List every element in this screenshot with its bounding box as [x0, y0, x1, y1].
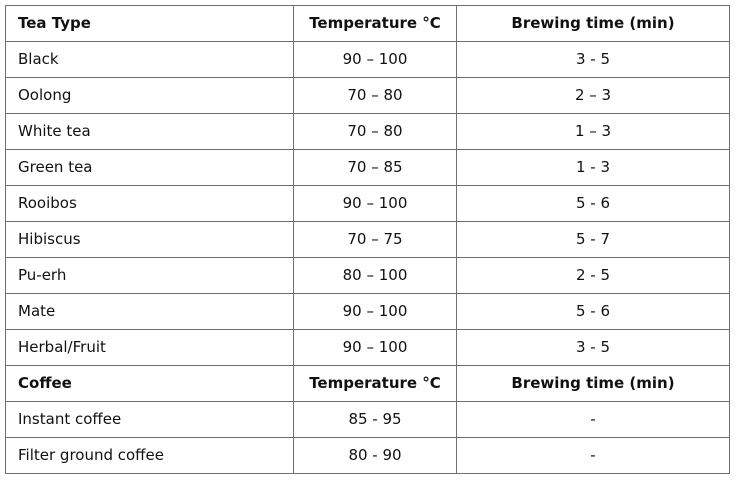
- table-row: Pu-erh 80 – 100 2 - 5: [5, 257, 730, 294]
- coffee-temperature-header: Temperature °C: [293, 365, 457, 402]
- tea-name: Green tea: [5, 149, 294, 186]
- tea-name: Oolong: [5, 77, 294, 114]
- tea-temperature: 90 – 100: [293, 293, 457, 330]
- table-row: Green tea 70 – 85 1 - 3: [5, 149, 730, 186]
- tea-brewing-time: 3 - 5: [456, 41, 730, 78]
- tea-brewing-time: 3 - 5: [456, 329, 730, 366]
- table-row: Filter ground coffee 80 - 90 -: [5, 437, 730, 474]
- tea-type-header: Tea Type: [5, 5, 294, 42]
- tea-brewing-time: 2 - 5: [456, 257, 730, 294]
- tea-temperature: 70 – 80: [293, 113, 457, 150]
- tea-name: Mate: [5, 293, 294, 330]
- tea-name: Pu-erh: [5, 257, 294, 294]
- tea-name: Black: [5, 41, 294, 78]
- tea-temperature: 80 – 100: [293, 257, 457, 294]
- coffee-brewing-time-header: Brewing time (min): [456, 365, 730, 402]
- coffee-name: Filter ground coffee: [5, 437, 294, 474]
- table-row: White tea 70 – 80 1 – 3: [5, 113, 730, 150]
- coffee-header-row: Coffee Temperature °C Brewing time (min): [5, 365, 730, 402]
- tea-temperature-header: Temperature °C: [293, 5, 457, 42]
- tea-name: Rooibos: [5, 185, 294, 222]
- table-row: Hibiscus 70 – 75 5 - 7: [5, 221, 730, 258]
- table-row: Mate 90 – 100 5 - 6: [5, 293, 730, 330]
- tea-name: White tea: [5, 113, 294, 150]
- table-row: Rooibos 90 – 100 5 - 6: [5, 185, 730, 222]
- tea-temperature: 90 – 100: [293, 185, 457, 222]
- table-row: Herbal/Fruit 90 – 100 3 - 5: [5, 329, 730, 366]
- tea-temperature: 90 – 100: [293, 329, 457, 366]
- table-row: Black 90 – 100 3 - 5: [5, 41, 730, 78]
- table-row: Instant coffee 85 - 95 -: [5, 401, 730, 438]
- tea-brewing-time-header: Brewing time (min): [456, 5, 730, 42]
- coffee-name: Instant coffee: [5, 401, 294, 438]
- table-row: Oolong 70 – 80 2 – 3: [5, 77, 730, 114]
- tea-temperature: 70 – 85: [293, 149, 457, 186]
- tea-temperature: 90 – 100: [293, 41, 457, 78]
- coffee-brewing-time: -: [456, 401, 730, 438]
- coffee-temperature: 85 - 95: [293, 401, 457, 438]
- brewing-guide: Tea Type Temperature °C Brewing time (mi…: [5, 5, 730, 474]
- tea-brewing-time: 5 - 6: [456, 185, 730, 222]
- tea-brewing-time: 1 – 3: [456, 113, 730, 150]
- tea-header-row: Tea Type Temperature °C Brewing time (mi…: [5, 5, 730, 42]
- coffee-brewing-time: -: [456, 437, 730, 474]
- tea-brewing-time: 5 - 7: [456, 221, 730, 258]
- tea-brewing-time: 1 - 3: [456, 149, 730, 186]
- tea-temperature: 70 – 75: [293, 221, 457, 258]
- tea-temperature: 70 – 80: [293, 77, 457, 114]
- tea-name: Herbal/Fruit: [5, 329, 294, 366]
- brewing-table: Tea Type Temperature °C Brewing time (mi…: [5, 5, 730, 474]
- tea-name: Hibiscus: [5, 221, 294, 258]
- coffee-type-header: Coffee: [5, 365, 294, 402]
- coffee-temperature: 80 - 90: [293, 437, 457, 474]
- tea-brewing-time: 5 - 6: [456, 293, 730, 330]
- tea-brewing-time: 2 – 3: [456, 77, 730, 114]
